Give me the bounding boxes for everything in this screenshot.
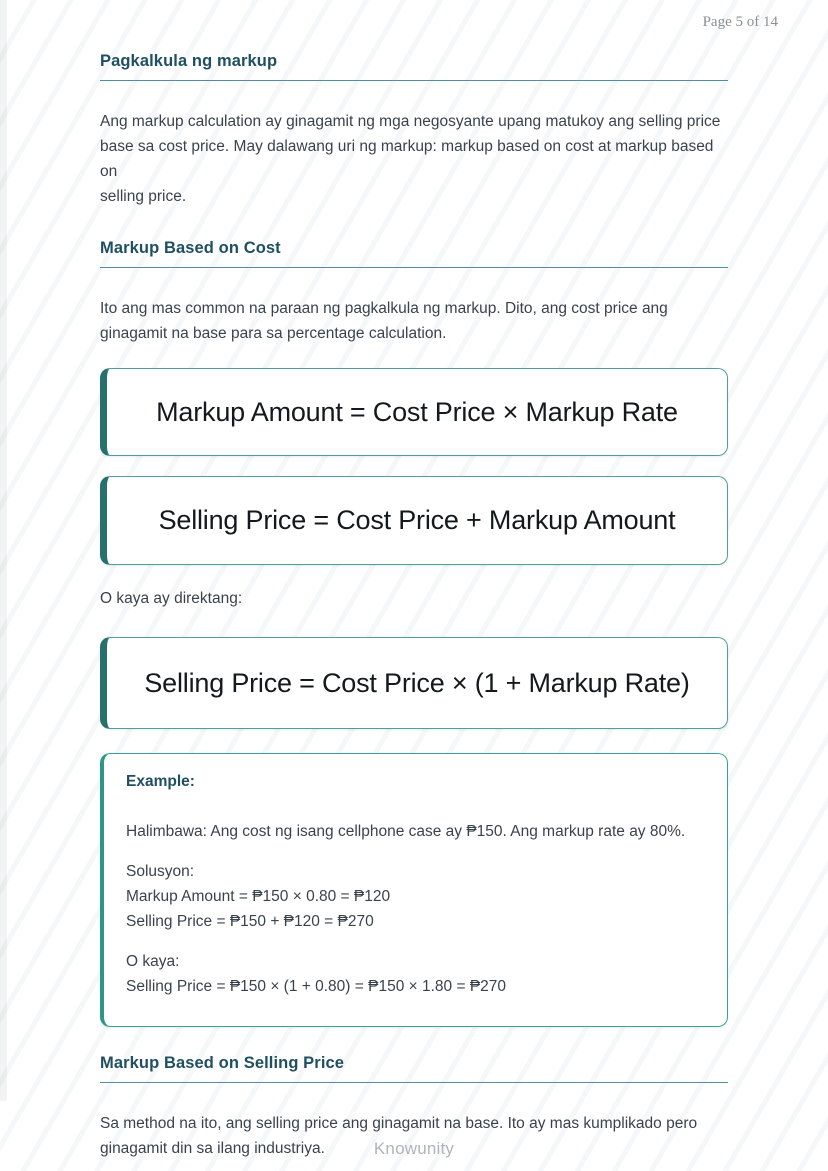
example-solution-label: Solusyon: xyxy=(126,863,195,880)
formula-selling-price: Selling Price = Cost Price + Markup Amou… xyxy=(158,505,676,535)
example-alt-line: Selling Price = ₱150 × (1 + 0.80) = ₱150… xyxy=(126,978,507,995)
example-alt-label: O kaya: xyxy=(126,953,180,970)
footer-brand: Knowunity xyxy=(373,1139,455,1158)
formula-box-selling-price: Selling Price = Cost Price + Markup Amou… xyxy=(100,476,728,565)
formula-box-selling-price-direct: Selling Price = Cost Price × (1 + Markup… xyxy=(100,637,728,729)
section-title-markup-based-on-cost: Markup Based on Cost xyxy=(100,239,281,257)
example-problem: Halimbawa: Ang cost ng isang cellphone c… xyxy=(126,823,686,840)
example-solution-line-selling-price: Selling Price = ₱150 + ₱120 = ₱270 xyxy=(126,913,374,930)
alt-direct-label: O kaya ay direktang: xyxy=(100,590,243,607)
paragraph-markup-based-on-cost: Ito ang mas common na paraan ng pagkalku… xyxy=(100,300,668,342)
formula-markup-amount: Markup Amount = Cost Price × Markup Rate xyxy=(156,396,678,427)
paragraph-intro: Ang markup calculation ay ginagamit ng m… xyxy=(100,113,721,205)
page-content: Pagkalkula ng markup Ang markup calculat… xyxy=(100,0,728,1161)
example-solution-line-markup-amount: Markup Amount = ₱150 × 0.80 = ₱120 xyxy=(126,888,391,905)
section-rule xyxy=(100,267,728,268)
section-title-markup-based-on-selling-price: Markup Based on Selling Price xyxy=(100,1054,345,1072)
section-rule xyxy=(100,1082,728,1083)
section-rule xyxy=(100,80,728,81)
section-title-pagkalkula-ng-markup: Pagkalkula ng markup xyxy=(100,52,278,70)
page-indicator: Page 5 of 14 xyxy=(702,14,778,30)
formula-box-markup-amount: Markup Amount = Cost Price × Markup Rate xyxy=(100,368,728,456)
paragraph-markup-based-on-selling-price: Sa method na ito, ang selling price ang … xyxy=(100,1115,698,1157)
example-box: Example: Halimbawa: Ang cost ng isang ce… xyxy=(100,753,728,1027)
example-title: Example: xyxy=(126,773,195,790)
formula-selling-price-direct: Selling Price = Cost Price × (1 + Markup… xyxy=(144,667,690,698)
